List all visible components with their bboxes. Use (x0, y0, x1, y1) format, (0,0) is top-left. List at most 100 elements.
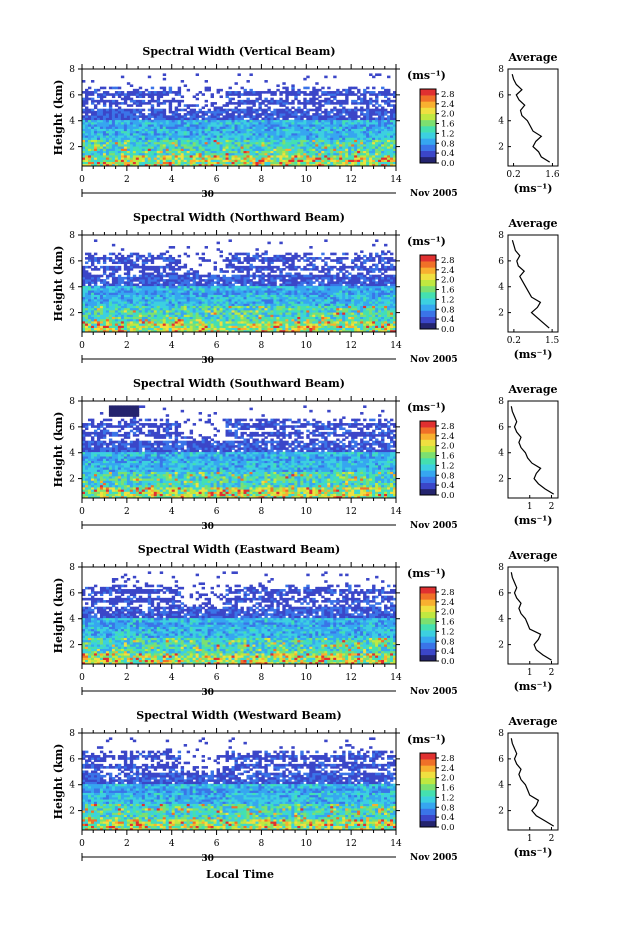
average-y-tick-label: 4 (498, 117, 504, 127)
y-tick-label: 8 (69, 65, 75, 75)
average-title: Average (507, 549, 557, 562)
colorbar-swatch (420, 642, 436, 649)
colorbar-swatch (420, 439, 436, 446)
average-profile-line (510, 738, 555, 827)
colorbar-swatch (420, 285, 436, 293)
average-y-tick-label: 2 (498, 143, 504, 153)
x-tick-label: 12 (345, 175, 356, 185)
colorbar-swatch (420, 144, 436, 151)
x-tick-label: 10 (301, 175, 313, 185)
x-tick-label: 0 (79, 175, 85, 185)
colorbar-tick-label: 1.2 (441, 793, 455, 803)
colorbar-swatch (420, 470, 436, 477)
colorbar-tick-label: 1.2 (441, 295, 455, 305)
x-tick-label: 8 (259, 839, 265, 849)
y-tick-label: 6 (69, 755, 75, 765)
colorbar-swatch (420, 636, 436, 643)
colorbar-swatch (420, 261, 436, 268)
y-tick-label: 8 (69, 563, 75, 573)
colorbar-tick-label: 2.8 (441, 588, 455, 598)
y-tick-label: 2 (69, 641, 75, 651)
average-unit: (ms⁻¹) (514, 514, 553, 527)
average-unit: (ms⁻¹) (514, 846, 553, 859)
colorbar-swatch (420, 599, 436, 606)
y-tick-label: 4 (69, 117, 75, 127)
colorbar-tick-label: 2.0 (441, 276, 455, 286)
day-label: 30 (201, 522, 214, 532)
colorbar-tick-label: 1.2 (441, 461, 455, 471)
heatmap-field (82, 73, 397, 167)
x-tick-label: 2 (124, 673, 130, 683)
y-tick-label: 2 (69, 309, 75, 319)
colorbar-swatch (420, 464, 436, 471)
x-tick-label: 6 (214, 507, 220, 517)
day-label: 30 (201, 190, 214, 200)
colorbar-tick-label: 2.0 (441, 774, 455, 784)
x-tick-label: 8 (259, 175, 265, 185)
average-title: Average (507, 51, 557, 64)
average-title: Average (507, 217, 557, 230)
average-unit: (ms⁻¹) (514, 182, 553, 195)
colorbar-swatch (420, 654, 436, 662)
average-title: Average (507, 383, 557, 396)
x-tick-label: 4 (169, 175, 175, 185)
colorbar-swatch (420, 310, 436, 317)
y-tick-label: 8 (69, 729, 75, 739)
average-y-tick-label: 6 (498, 91, 504, 101)
average-y-tick-label: 2 (498, 475, 504, 485)
day-label: 30 (201, 356, 214, 366)
panel-title: Spectral Width (Eastward Beam) (138, 543, 340, 556)
spectral-width-panel: Spectral Width (Vertical Beam) 2 4 6 8 Height… (52, 45, 560, 200)
heatmap-field (82, 405, 397, 499)
colorbar-swatch (420, 648, 436, 656)
colorbar-swatch (420, 279, 436, 287)
colorbar-tick-label: 1.6 (441, 452, 455, 462)
colorbar-swatch (420, 759, 436, 766)
colorbar-tick-label: 2.4 (441, 100, 455, 110)
x-tick-label: 10 (301, 507, 313, 517)
colorbar-swatch (420, 95, 436, 102)
colorbar-unit: (ms⁻¹) (407, 69, 446, 82)
y-tick-label: 6 (69, 589, 75, 599)
average-x-tick-label: 2 (549, 668, 555, 678)
heatmap-field (82, 737, 397, 831)
average-y-tick-label: 4 (498, 615, 504, 625)
x-tick-label: 8 (259, 507, 265, 517)
colorbar-tick-label: 1.2 (441, 627, 455, 637)
colorbar-frame (419, 88, 437, 164)
date-label: Nov 2005 (410, 687, 458, 697)
colorbar-swatch (420, 611, 436, 619)
y-axis-label: Height (km) (52, 578, 65, 654)
average-title: Average (507, 715, 557, 728)
x-tick-label: 4 (169, 507, 175, 517)
colorbar-swatch (420, 89, 436, 96)
colorbar-swatch (420, 107, 436, 114)
colorbar-swatch (420, 273, 436, 280)
colorbar-tick-label: 0.0 (441, 657, 455, 667)
colorbar-tick-label: 2.4 (441, 266, 455, 276)
colorbar-swatch (420, 593, 436, 600)
x-tick-label: 4 (169, 839, 175, 849)
colorbar-tick-label: 0.8 (441, 139, 455, 149)
x-tick-label: 14 (390, 175, 402, 185)
y-tick-label: 2 (69, 475, 75, 485)
colorbar-tick-label: 0.4 (441, 315, 455, 325)
y-tick-label: 4 (69, 781, 75, 791)
colorbar-swatch (420, 156, 436, 164)
x-tick-label: 2 (124, 175, 130, 185)
colorbar-swatch (420, 624, 436, 631)
y-tick-label: 6 (69, 257, 75, 267)
average-profile-line (511, 240, 550, 329)
date-label: Nov 2005 (410, 521, 458, 531)
colorbar-tick-label: 1.6 (441, 784, 455, 794)
colorbar-swatch (420, 814, 436, 822)
x-tick-label: 0 (79, 341, 85, 351)
colorbar-tick-label: 1.6 (441, 120, 455, 130)
average-y-tick-label: 4 (498, 283, 504, 293)
panel-title: Spectral Width (Northward Beam) (133, 211, 345, 224)
colorbar-swatch (420, 255, 436, 262)
x-tick-label: 4 (169, 673, 175, 683)
colorbar-tick-label: 1.6 (441, 618, 455, 628)
colorbar-tick-label: 2.0 (441, 442, 455, 452)
average-y-tick-label: 4 (498, 449, 504, 459)
